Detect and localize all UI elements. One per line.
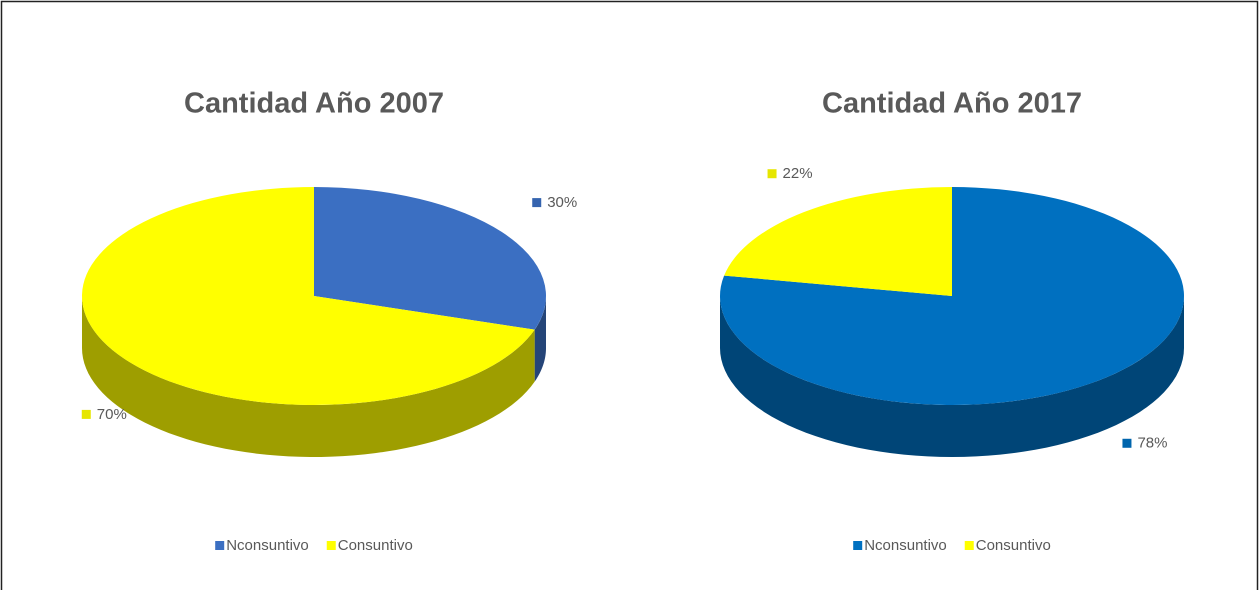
pie-side [82,296,535,457]
pie-side [534,296,546,382]
data-label: 78% [1137,435,1167,452]
legend: Nconsuntivo Consuntivo [853,537,1051,554]
legend-label: Consuntivo [976,537,1051,554]
legend-label: Nconsuntivo [226,537,309,554]
legend-key [853,541,863,550]
legend: Nconsuntivo Consuntivo [215,537,413,554]
legend-label: Consuntivo [338,537,413,554]
legend-label: Nconsuntivo [864,537,947,554]
legend-key [215,541,225,550]
label-key [767,169,777,179]
pie-slice [724,187,952,296]
label-key [81,409,91,419]
data-label: 22% [783,165,813,182]
label-key [1122,438,1132,448]
legend-key [964,541,974,550]
data-label: 70% [97,406,127,423]
chart-title: Cantidad Año 2007 [184,88,444,120]
label-key [532,198,542,208]
pie-side [720,296,1184,457]
pie-chart: Cantidad Año 2007 30% 70% Nconsuntivo Consun… [81,88,577,554]
data-label: 30% [547,194,577,211]
legend-key [326,541,336,550]
chart-title: Cantidad Año 2017 [822,88,1082,120]
pie-slice [314,187,547,330]
pie-slice [82,186,535,405]
pie-chart: Cantidad Año 2017 78% 22% Nconsuntivo Consun… [720,88,1184,554]
